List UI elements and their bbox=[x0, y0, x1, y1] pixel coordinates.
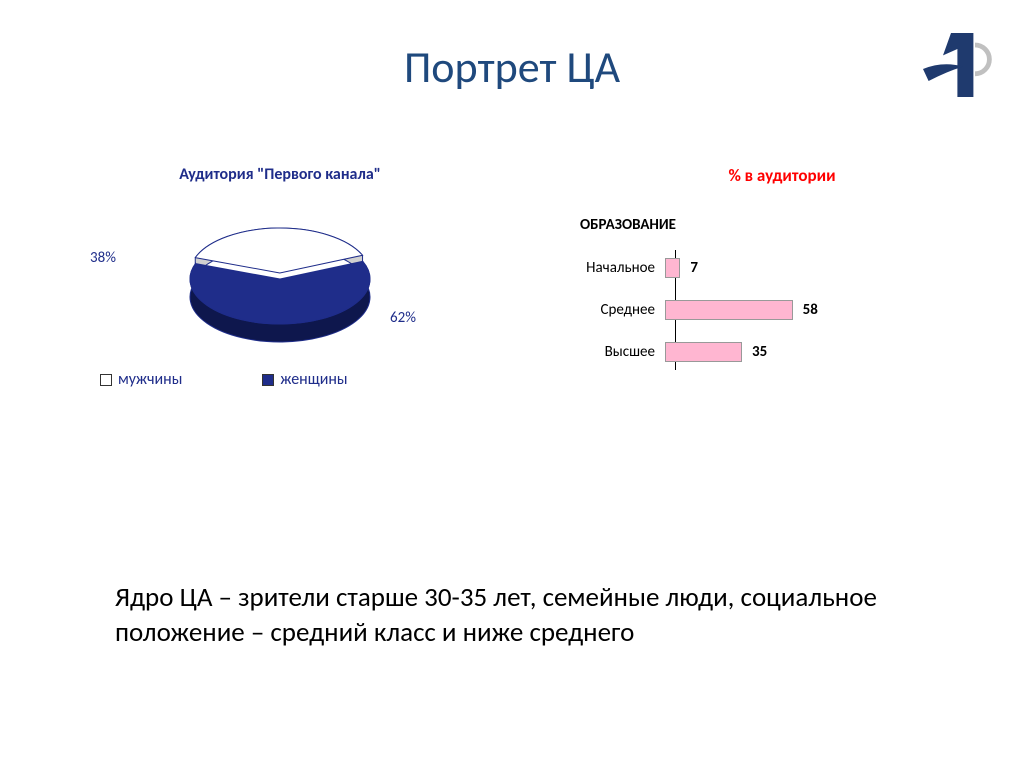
bar-rect bbox=[665, 342, 742, 362]
bar-category-label: Высшее bbox=[510, 343, 665, 361]
bar-rect bbox=[665, 258, 680, 278]
legend-item-men: мужчины bbox=[100, 370, 182, 389]
pie-title: Аудитория "Первого канала" bbox=[60, 165, 500, 184]
bar-title: % в аудитории bbox=[580, 165, 984, 186]
summary-text: Ядро ЦА – зрители старше 30-35 лет, семе… bbox=[115, 580, 934, 650]
charts-row: Аудитория "Первого канала" 38% 62% мужчи… bbox=[60, 165, 984, 475]
pie-label-men: 38% bbox=[90, 249, 116, 267]
bar-value-label: 7 bbox=[690, 259, 698, 277]
bar-row: Высшее 35 bbox=[510, 334, 984, 370]
bar-chart: Начальное 7 Среднее 58 Высшее 35 bbox=[510, 250, 984, 370]
slide-title: Портрет ЦА bbox=[0, 40, 1024, 94]
channel-one-logo bbox=[919, 25, 999, 105]
pie-label-women: 62% bbox=[390, 309, 416, 327]
bar-row: Среднее 58 bbox=[510, 292, 984, 328]
legend-swatch-women bbox=[262, 374, 274, 386]
bar-track: 7 bbox=[665, 250, 895, 286]
legend-swatch-men bbox=[100, 374, 112, 386]
legend-item-women: женщины bbox=[262, 370, 347, 389]
pie-area: 38% 62% bbox=[60, 209, 500, 369]
bar-value-label: 35 bbox=[752, 343, 767, 361]
bar-category-label: Начальное bbox=[510, 259, 665, 277]
pie-chart-block: Аудитория "Первого канала" 38% 62% мужчи… bbox=[60, 165, 500, 475]
legend-label-men: мужчины bbox=[118, 370, 182, 389]
bar-track: 58 bbox=[665, 292, 895, 328]
legend-label-women: женщины bbox=[280, 370, 347, 389]
bar-category-label: Среднее bbox=[510, 301, 665, 319]
pie-legend: мужчины женщины bbox=[100, 370, 348, 389]
bar-row: Начальное 7 bbox=[510, 250, 984, 286]
bar-chart-block: % в аудитории ОБРАЗОВАНИЕ Начальное 7 Сред… bbox=[500, 165, 984, 475]
bar-group-label: ОБРАЗОВАНИЕ bbox=[580, 216, 984, 234]
bar-rect bbox=[665, 300, 793, 320]
bar-value-label: 58 bbox=[803, 301, 818, 319]
bar-track: 35 bbox=[665, 334, 895, 370]
pie-svg-wrap bbox=[180, 224, 380, 359]
